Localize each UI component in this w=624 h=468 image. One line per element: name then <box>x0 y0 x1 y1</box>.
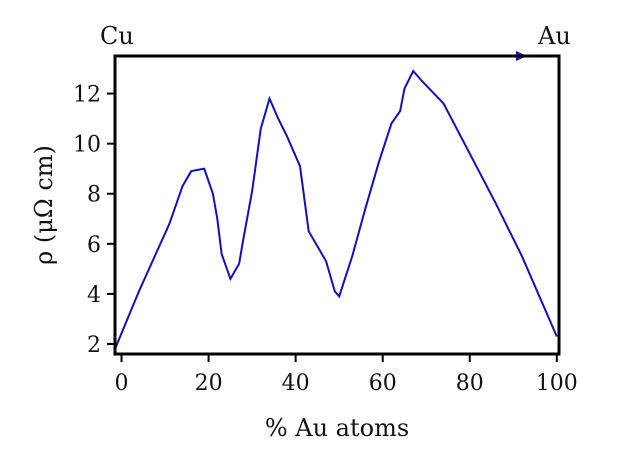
y-tick-label: 2 <box>87 333 101 358</box>
y-tick-label: 4 <box>87 283 101 308</box>
series-line <box>114 69 558 350</box>
x-tick-label: 40 <box>282 371 310 396</box>
y-tick-label: 6 <box>87 233 101 258</box>
y-tick-label: 8 <box>87 183 101 208</box>
x-tick-label: 100 <box>536 371 578 396</box>
cu-label: Cu <box>100 22 134 50</box>
tick-labels-group: 0 20 40 60 80 100 2 4 6 8 10 12 <box>73 83 578 396</box>
x-tick-label: 60 <box>369 371 397 396</box>
x-tick-label: 80 <box>456 371 484 396</box>
plot-frame <box>113 54 561 356</box>
y-tick-label: 12 <box>73 83 101 108</box>
ticks-group <box>107 92 558 362</box>
y-tick-label: 10 <box>73 133 101 158</box>
y-axis-label: ρ (μΩ cm) <box>30 145 58 265</box>
x-tick-label: 20 <box>195 371 223 396</box>
x-tick-label: 0 <box>115 371 129 396</box>
au-label: Au <box>537 22 571 50</box>
x-axis-label: % Au atoms <box>265 414 409 442</box>
